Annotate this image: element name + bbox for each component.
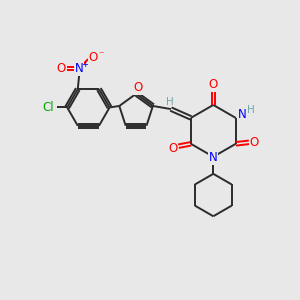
Text: N: N [209,151,218,164]
Text: O: O [133,81,142,94]
Text: O: O [209,78,218,91]
Text: O: O [168,142,177,155]
Text: N: N [75,62,84,75]
Text: O: O [56,62,66,75]
Text: H: H [247,105,255,115]
Text: +: + [81,60,89,69]
Text: H: H [167,97,174,107]
Text: O: O [250,136,259,149]
Text: N: N [238,108,247,121]
Text: ⁻: ⁻ [98,50,104,61]
Text: Cl: Cl [43,101,54,114]
Text: O: O [89,51,98,64]
